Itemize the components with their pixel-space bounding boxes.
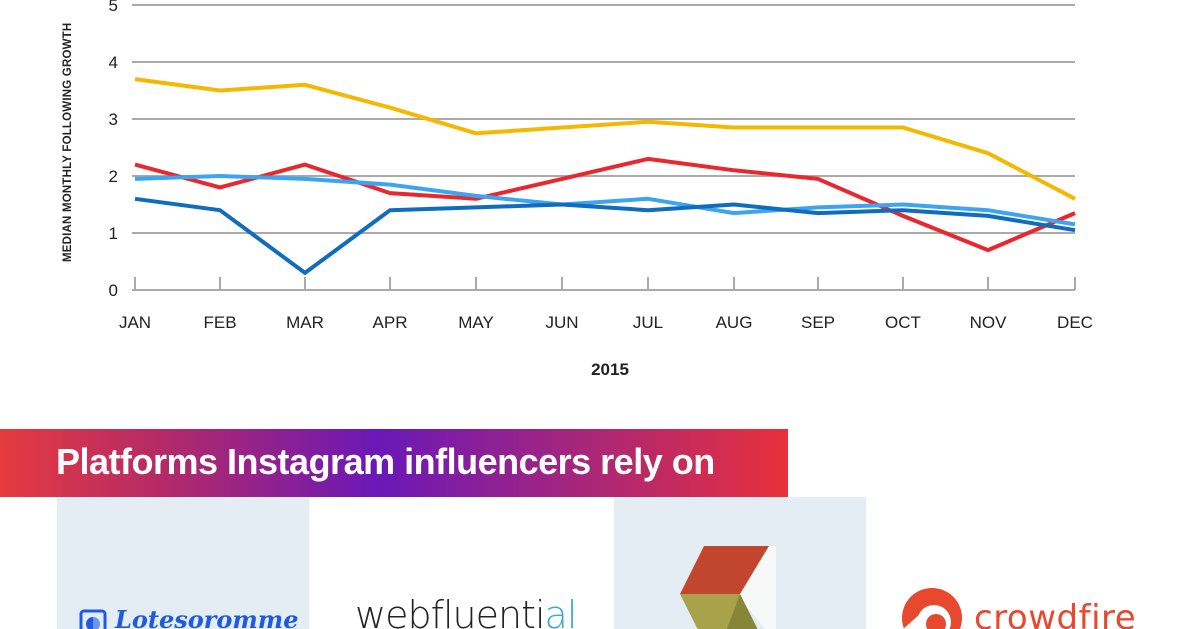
section-title: Platforms Instagram influencers rely on [56,441,715,482]
x-axis: JAN FEB MAR APR MAY JUN JUL AUG SEP OCT NOV DEC [119,277,1093,332]
x-tick-label: JUN [545,313,578,332]
section-banner: Platforms Instagram influencers rely on [0,429,788,497]
y-tick-label: 3 [109,110,118,129]
x-tick-label: JAN [119,313,151,332]
webfluential-logo-accent: al [544,593,578,629]
x-tick-label: AUG [716,313,753,332]
series-line-4 [134,196,1076,275]
y-axis-ticks: 0 1 2 3 4 5 [109,0,118,300]
crowdfire-logo-text: crowdfire [974,598,1137,629]
line-chart: 0 1 2 3 4 5 JAN FEB MAR APR MAY JUN JUL AUG SEP OCT NOV… [109,0,1093,379]
x-tick-label: OCT [885,313,921,332]
logo-tile-lotesoromme[interactable]: Lotesoromme [57,497,309,629]
crowdfire-logo-icon [902,588,962,629]
y-axis-title: MEDIAN MONTHLY FOLLOWING GROWTH [62,22,74,262]
x-tick-label: APR [373,313,408,332]
y-tick-label: 5 [109,0,118,15]
x-tick-label: MAY [458,313,494,332]
logo-tile-webfluential[interactable]: webfluential [309,497,614,629]
series-lines [134,77,1076,275]
x-tick-label: SEP [801,313,835,332]
lotesoromme-logo-icon [79,609,107,629]
y-tick-label: 2 [109,167,118,186]
x-tick-label: DEC [1057,313,1093,332]
y-tick-label: 4 [109,53,118,72]
x-axis-title: 2015 [591,360,629,379]
grid-lines [132,4,1075,234]
series-line-1 [134,77,1076,201]
webfluential-logo-text: webfluential [355,593,578,629]
chevron-brand-logo-icon [680,546,776,629]
series-line-3 [134,174,1076,227]
logo-tile-crowdfire[interactable]: crowdfire [866,497,1200,629]
x-tick-label: MAR [286,313,324,332]
x-tick-label: FEB [203,313,236,332]
lotesoromme-logo-text: Lotesoromme [115,605,299,629]
y-tick-label: 0 [109,281,118,300]
webfluential-logo-main: webfluenti [355,593,546,629]
logo-tile-chevron-brand[interactable] [614,497,866,629]
x-tick-label: JUL [633,313,663,332]
y-tick-label: 1 [109,224,118,243]
series-line-2 [134,156,1076,253]
x-tick-label: NOV [970,313,1008,332]
